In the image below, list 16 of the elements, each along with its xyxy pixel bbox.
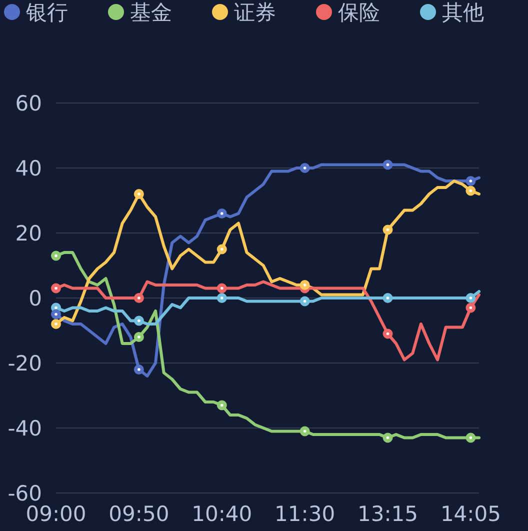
- y-tick-label: 60: [15, 91, 42, 116]
- y-tick-label: 20: [15, 221, 42, 246]
- x-tick-label: 13:15: [358, 502, 418, 526]
- legend-label: 银行: [25, 0, 68, 24]
- y-tick-label: 40: [15, 156, 42, 180]
- legend-label: 其他: [442, 0, 484, 24]
- x-tick-label: 14:05: [440, 502, 501, 526]
- legend-label: 保险: [338, 0, 380, 24]
- legend-label: 证券: [234, 0, 276, 24]
- x-tick-label: 10:40: [192, 502, 252, 526]
- y-tick-label: -20: [8, 351, 42, 376]
- x-tick-label: 11:30: [274, 502, 336, 526]
- y-tick-label: 0: [28, 286, 42, 310]
- legend-label: 基金: [130, 0, 172, 24]
- x-tick-label: 09:50: [108, 502, 170, 526]
- y-tick-label: -40: [8, 416, 42, 440]
